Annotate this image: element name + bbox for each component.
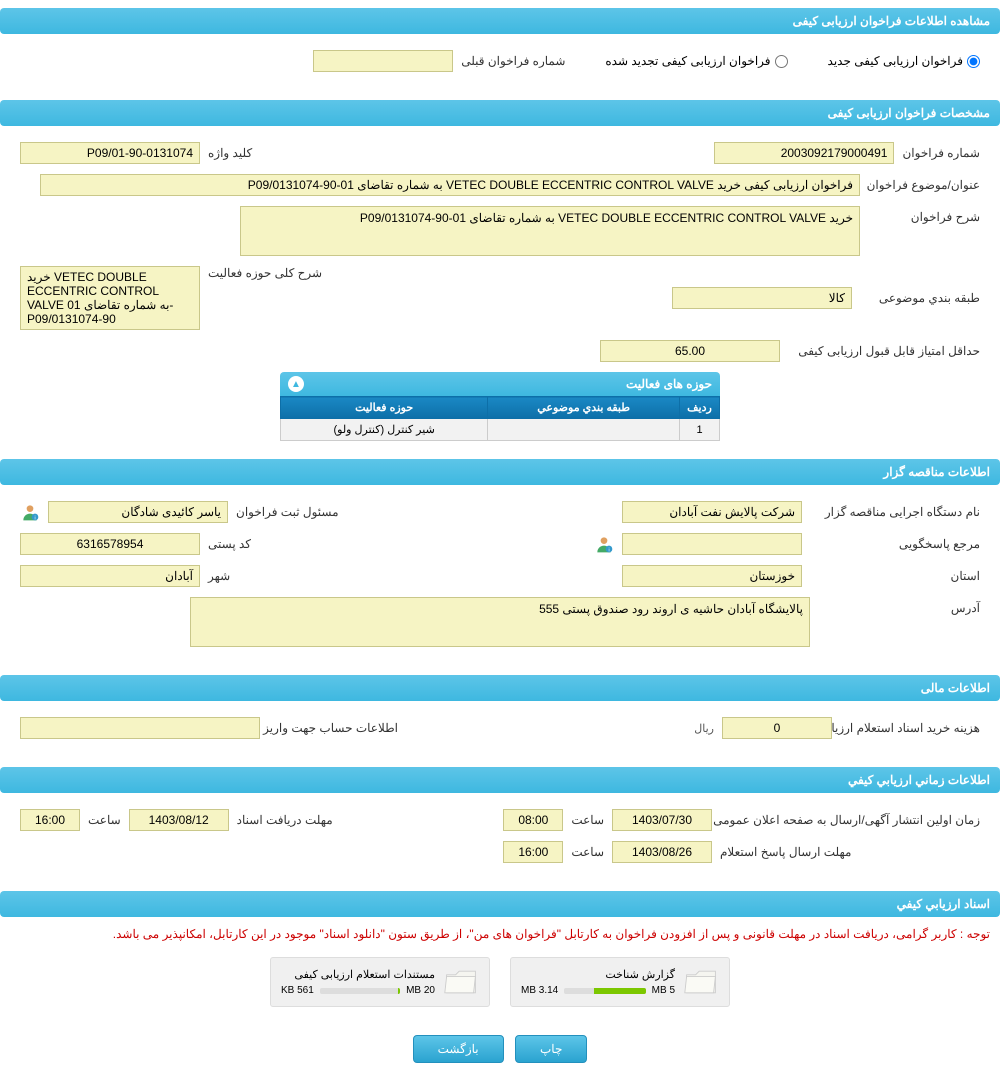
- postal-field: 6316578954: [20, 533, 200, 555]
- receive-time: 16:00: [20, 809, 80, 831]
- svg-text:i: i: [608, 548, 609, 554]
- doc-size-1: 561 KB: [281, 985, 314, 996]
- th-row-no: ردیف: [680, 397, 720, 419]
- registrar-label: مسئول ثبت فراخوان: [236, 505, 339, 519]
- table-row: 1 شیر کنترل (کنترل ولو): [281, 419, 720, 441]
- responder-field: [622, 533, 802, 555]
- progress-bar-0: [564, 988, 645, 994]
- province-field: خوزستان: [622, 565, 802, 587]
- cost-label: هزینه خرید اسناد استعلام ارزیابی کیفی: [840, 721, 980, 735]
- th-scope: حوزه فعالیت: [281, 397, 488, 419]
- doc-max-0: 5 MB: [652, 985, 675, 996]
- desc-field: خرید VETEC DOUBLE ECCENTRIC CONTROL VALV…: [240, 206, 860, 256]
- section-header-specs: مشخصات فراخوان ارزیابی کیفی: [0, 100, 1000, 126]
- call-no-label: شماره فراخوان: [902, 146, 980, 160]
- org-label: نام دستگاه اجرایی مناقصه گزار: [810, 505, 980, 519]
- publish-date: 1403/07/30: [612, 809, 712, 831]
- postal-label: کد پستی: [208, 537, 251, 551]
- account-label: اطلاعات حساب جهت واریز هزینه خرید اسناد: [268, 721, 398, 735]
- time-label-2: ساعت: [88, 813, 121, 827]
- publish-time: 08:00: [503, 809, 563, 831]
- category-label: طبقه بندي موضوعی: [860, 291, 980, 305]
- section-header-financial: اطلاعات مالی: [0, 675, 1000, 701]
- title-field: فراخوان ارزیابی کیفی خرید VETEC DOUBLE E…: [40, 174, 860, 196]
- activity-table-title-bar: حوزه های فعالیت ▲: [280, 372, 720, 396]
- min-score-field: 65.00: [600, 340, 780, 362]
- title-label: عنوان/موضوع فراخوان: [860, 178, 980, 192]
- section-header-docs: اسناد ارزيابي كيفي: [0, 891, 1000, 917]
- activity-table-wrap: حوزه های فعالیت ▲ ردیف طبقه بندي موضوعي …: [280, 372, 720, 441]
- province-label: استان: [810, 569, 980, 583]
- doc-card-report[interactable]: گزارش شناخت 5 MB 3.14 MB: [510, 957, 730, 1007]
- docs-note: توجه : کاربر گرامی، دریافت اسناد در مهلت…: [0, 923, 1000, 945]
- time-label-3: ساعت: [571, 845, 604, 859]
- th-category: طبقه بندي موضوعي: [488, 397, 680, 419]
- prev-call-field: [313, 50, 453, 72]
- keyword-label: کلید واژه: [208, 146, 252, 160]
- account-field: [20, 717, 260, 739]
- radio-new-label: فراخوان ارزیابی کیفی جدید: [828, 54, 963, 68]
- section-header-view: مشاهده اطلاعات فراخوان ارزیابی کیفی: [0, 8, 1000, 34]
- keyword-field: P09/01-90-0131074: [20, 142, 200, 164]
- receive-label: مهلت دریافت اسناد: [237, 813, 333, 827]
- radio-renewed-input[interactable]: [775, 55, 788, 68]
- section-header-tenderer: اطلاعات مناقصه گزار: [0, 459, 1000, 485]
- td-category: [488, 419, 680, 441]
- person-icon-2[interactable]: i: [594, 534, 614, 554]
- publish-label: زمان اولین انتشار آگهی/ارسال به صفحه اعل…: [720, 813, 980, 827]
- doc-card-eval[interactable]: مستندات استعلام ارزیابی کیفی 20 MB 561 K…: [270, 957, 490, 1007]
- receive-date: 1403/08/12: [129, 809, 229, 831]
- folder-icon: [443, 964, 479, 1000]
- radio-new-input[interactable]: [967, 55, 980, 68]
- org-field: شرکت پالایش نفت آبادان: [622, 501, 802, 523]
- cost-field: 0: [722, 717, 832, 739]
- doc-title-1: مستندات استعلام ارزیابی کیفی: [281, 968, 435, 981]
- desc-label: شرح فراخوان: [860, 206, 980, 224]
- call-no-field: 2003092179000491: [714, 142, 894, 164]
- registrar-field: یاسر کائیدی شادگان: [48, 501, 228, 523]
- td-scope: شیر کنترل (کنترل ولو): [281, 419, 488, 441]
- category-field: کالا: [672, 287, 852, 309]
- radio-renewed-label: فراخوان ارزیابی کیفی تجدید شده: [605, 54, 770, 68]
- city-field: آبادان: [20, 565, 200, 587]
- person-icon[interactable]: i: [20, 502, 40, 522]
- city-label: شهر: [208, 569, 230, 583]
- scope-label: شرح کلی حوزه فعالیت: [208, 266, 322, 280]
- reply-date: 1403/08/26: [612, 841, 712, 863]
- activity-table-title: حوزه های فعالیت: [626, 377, 712, 391]
- activity-table: ردیف طبقه بندي موضوعي حوزه فعالیت 1 شیر …: [280, 396, 720, 441]
- address-field: پالایشگاه آبادان حاشیه ی اروند رود صندوق…: [190, 597, 810, 647]
- min-score-label: حداقل امتیاز قابل قبول ارزیابی کیفی: [780, 344, 980, 358]
- doc-max-1: 20 MB: [406, 985, 435, 996]
- responder-label: مرجع پاسخگویی: [810, 537, 980, 551]
- reply-time: 16:00: [503, 841, 563, 863]
- doc-size-0: 3.14 MB: [521, 985, 558, 996]
- section-header-timing: اطلاعات زماني ارزيابي كيفي: [0, 767, 1000, 793]
- svg-text:i: i: [34, 516, 35, 522]
- radio-new-call[interactable]: فراخوان ارزیابی کیفی جدید: [828, 54, 980, 68]
- cost-unit: ریال: [694, 722, 714, 735]
- doc-title-0: گزارش شناخت: [521, 968, 675, 981]
- prev-call-label: شماره فراخوان قبلی: [461, 54, 565, 68]
- progress-bar-1: [320, 988, 400, 994]
- time-label-1: ساعت: [571, 813, 604, 827]
- td-row-no: 1: [680, 419, 720, 441]
- collapse-icon[interactable]: ▲: [288, 376, 304, 392]
- radio-renewed-call[interactable]: فراخوان ارزیابی کیفی تجدید شده: [605, 54, 787, 68]
- scope-field: خرید VETEC DOUBLE ECCENTRIC CONTROL VALV…: [20, 266, 200, 330]
- address-label: آدرس: [810, 597, 980, 615]
- folder-icon: [683, 964, 719, 1000]
- reply-label: مهلت ارسال پاسخ استعلام: [720, 845, 980, 859]
